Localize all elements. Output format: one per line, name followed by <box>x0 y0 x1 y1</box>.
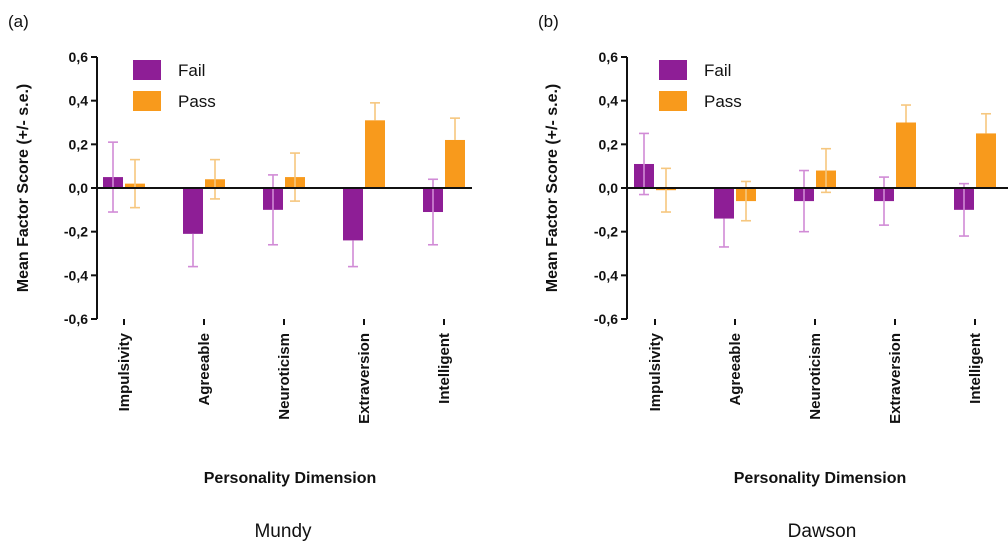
bar-pass-intelligent <box>976 133 996 188</box>
x-axis-label: Personality Dimension <box>734 470 907 487</box>
category-label: Extraversion <box>356 333 373 424</box>
category-label: Intelligent <box>967 333 984 404</box>
panel-letter: (b) <box>538 12 559 31</box>
bar-fail-agreeable <box>183 188 203 234</box>
category-label: Agreeable <box>196 333 213 406</box>
panel-caption: Dawson <box>788 521 857 542</box>
category-label: Neuroticism <box>276 333 293 420</box>
x-axis-label: Personality Dimension <box>204 470 377 487</box>
panel-caption: Mundy <box>254 521 312 542</box>
legend-label-fail: Fail <box>704 61 731 80</box>
y-tick-label: -0,6 <box>594 311 618 327</box>
legend-label-fail: Fail <box>178 61 205 80</box>
y-tick-label: 0,4 <box>599 93 619 109</box>
chart-panel-b: (b) Mean Factor Score (+/- s.e.) 0,6 0,4 0,2… <box>538 12 1008 542</box>
bar-fail-extraversion <box>343 188 363 241</box>
legend-label-pass: Pass <box>178 92 216 111</box>
y-tick-label: 0,2 <box>69 136 89 152</box>
y-tick-label: 0,0 <box>599 180 619 196</box>
chart-panel-a: (a) Mean Factor Score (+/- s.e.) 0,6 0,4 0,2… <box>8 12 472 542</box>
y-tick-label: -0,4 <box>64 267 88 283</box>
legend-swatch-fail <box>133 60 161 80</box>
legend-swatch-pass <box>133 91 161 111</box>
legend-label-pass: Pass <box>704 92 742 111</box>
panel-letter: (a) <box>8 12 29 31</box>
y-tick-label: 0,2 <box>599 136 619 152</box>
bar-pass-extraversion <box>896 122 916 188</box>
bar-pass-extraversion <box>365 120 385 188</box>
category-label: Impulsivity <box>116 332 133 411</box>
y-tick-label: -0,2 <box>64 224 88 240</box>
y-tick-label: -0,6 <box>64 311 88 327</box>
y-axis-label: Mean Factor Score (+/- s.e.) <box>15 84 32 293</box>
y-tick-label: 0,6 <box>69 49 89 65</box>
category-label: Intelligent <box>436 333 453 404</box>
y-tick-label: 0,4 <box>69 93 89 109</box>
legend-swatch-fail <box>659 60 687 80</box>
y-tick-label: 0,0 <box>69 180 89 196</box>
y-axis-label: Mean Factor Score (+/- s.e.) <box>544 84 561 293</box>
category-label: Extraversion <box>887 333 904 424</box>
legend-swatch-pass <box>659 91 687 111</box>
y-tick-label: 0,6 <box>599 49 619 65</box>
bar-fail-agreeable <box>714 188 734 219</box>
category-label: Neuroticism <box>807 333 824 420</box>
category-label: Agreeable <box>727 333 744 406</box>
y-tick-label: -0,2 <box>594 224 618 240</box>
y-tick-label: -0,4 <box>594 267 618 283</box>
category-label: Impulsivity <box>647 332 664 411</box>
bar-pass-intelligent <box>445 139 465 188</box>
